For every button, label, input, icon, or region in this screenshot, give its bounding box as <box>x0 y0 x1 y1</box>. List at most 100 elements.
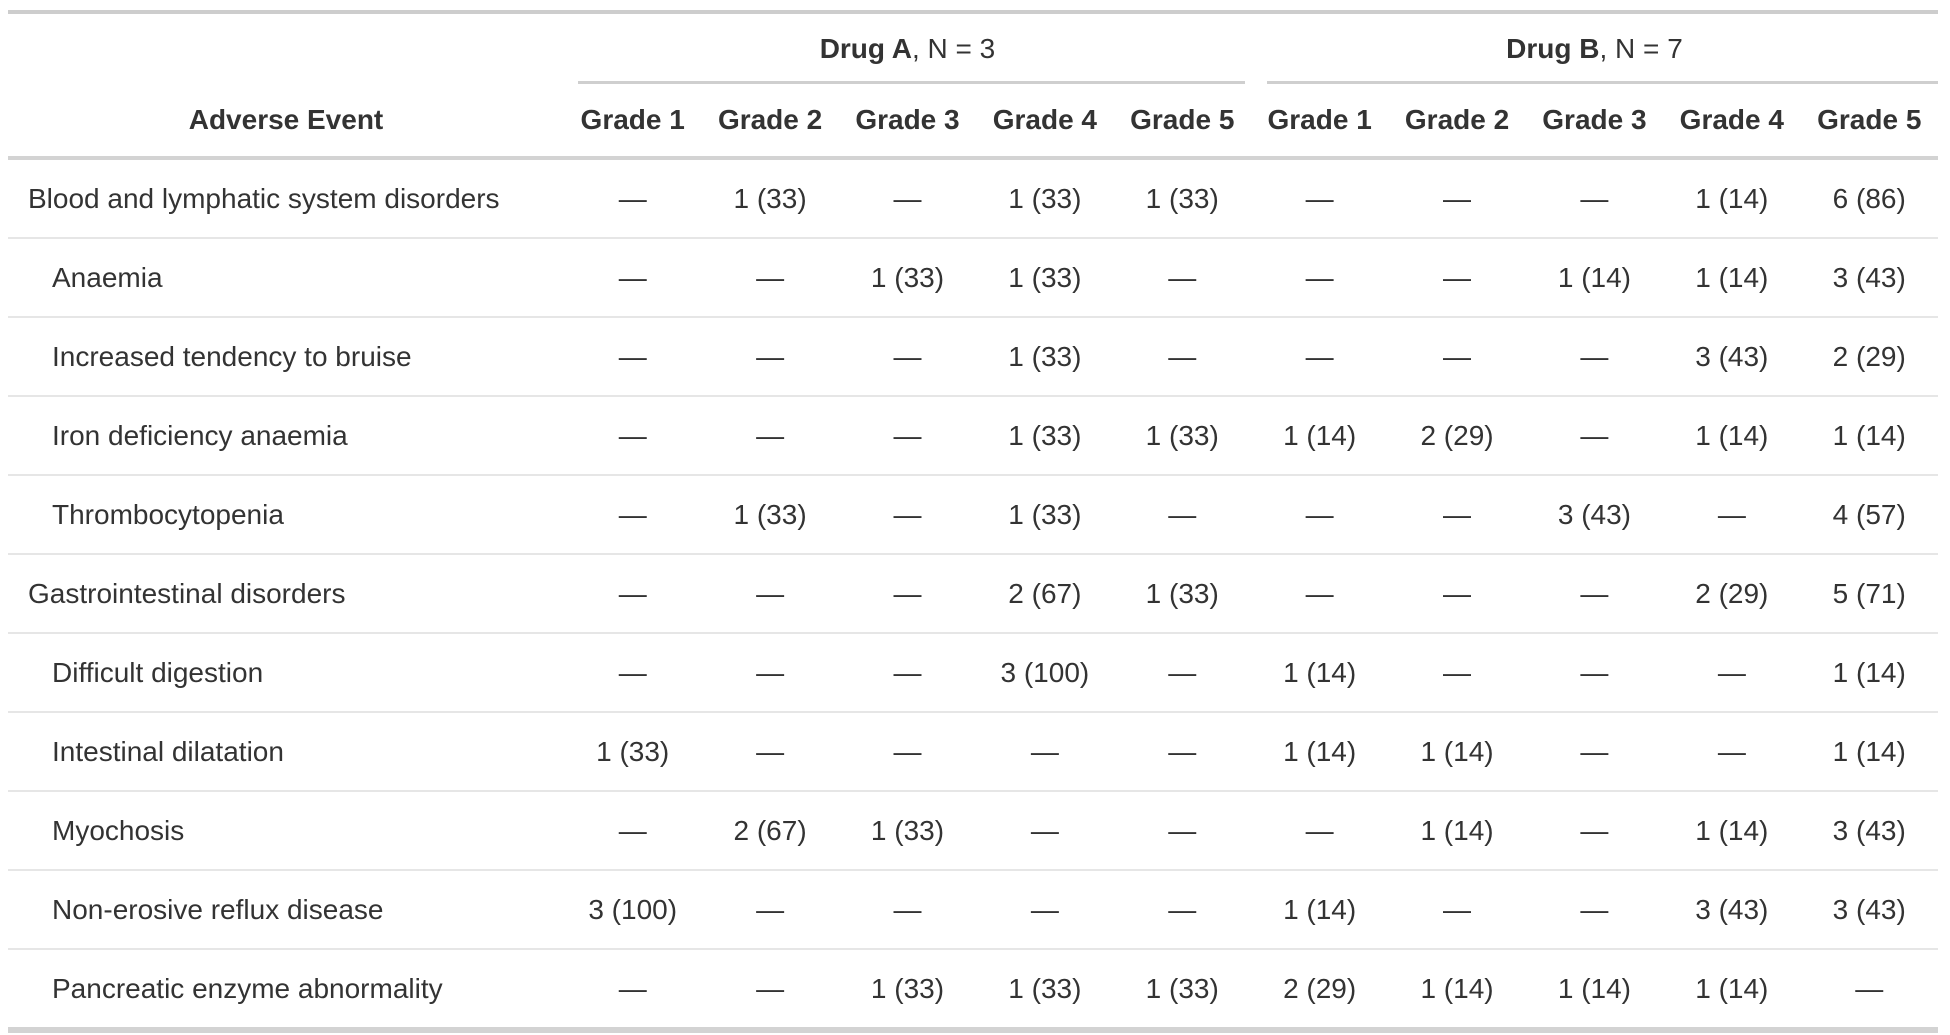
cell-drug-a-grade-2: — <box>701 553 839 633</box>
drug-a-spanner-underline <box>578 81 1245 84</box>
drug-b-grade-4-header: Grade 4 <box>1663 84 1801 160</box>
cell-drug-b-grade-1: — <box>1250 790 1389 870</box>
table-header: Drug A, N = 3 Drug B, N = 7 Adverse Even… <box>8 12 1938 160</box>
drug-b-label: Drug B <box>1506 33 1600 64</box>
cell-drug-a-grade-5: 1 (33) <box>1113 395 1251 475</box>
cell-drug-a-grade-1: — <box>564 395 702 475</box>
cell-drug-b-grade-5: 6 (86) <box>1832 182 1906 214</box>
cell-drug-b-grade-5: 3 (43) <box>1800 869 1938 949</box>
cell-drug-a-grade-1: — <box>564 632 702 712</box>
cell-drug-b-grade-3: — <box>1525 553 1664 633</box>
cell-drug-a-grade-4: 3 (100) <box>976 632 1114 712</box>
cell-drug-a-grade-2: 1 (33) <box>701 474 839 554</box>
cell-drug-a-grade-5: — <box>1113 237 1251 317</box>
cell-drug-b-grade-4: 1 (14) <box>1663 395 1801 475</box>
cell-drug-b-grade-1: 1 (14) <box>1250 711 1389 791</box>
cell-drug-b-grade-3: — <box>1525 316 1664 396</box>
cell-drug-b-grade-3: — <box>1525 869 1664 949</box>
cell-drug-a-grade-5: — <box>1113 711 1251 791</box>
spanner-spacer <box>8 12 564 84</box>
cell-drug-b-grade-2: 1 (14) <box>1388 711 1526 791</box>
cell-drug-b-grade-1: 1 (14) <box>1250 395 1389 475</box>
row-label: Increased tendency to bruise <box>8 316 564 396</box>
cell-drug-b-grade-2: — <box>1388 237 1526 317</box>
cell-drug-b-grade-5: — <box>1800 948 1938 1030</box>
cell-drug-b-grade-5: 5 (71) <box>1800 553 1938 633</box>
cell-drug-b-grade-1: — <box>1250 316 1389 396</box>
table-row: Iron deficiency anaemia — — — 1 (33) 1 (… <box>8 395 1938 475</box>
cell-drug-a-grade-4: 1 (33) <box>976 395 1114 475</box>
cell-drug-a-grade-3: 1 (33) <box>838 790 977 870</box>
cell-drug-a-grade-3: 1 (33) <box>838 237 977 317</box>
row-label: Difficult digestion <box>8 632 564 712</box>
drug-a-grade-3-header: Grade 3 <box>838 84 977 160</box>
cell-drug-a-grade-4: 1 (33) <box>976 948 1114 1030</box>
cell-drug-a-grade-2: — <box>701 711 839 791</box>
cell-drug-a-grade-4: 1 (33) <box>976 237 1114 317</box>
cell-drug-a-grade-1: — <box>618 182 647 214</box>
table-row: Blood and lymphatic system disorders — 1… <box>8 158 1938 238</box>
cell-drug-b-grade-4: 1 (14) <box>1663 237 1801 317</box>
cell-drug-a-grade-5: — <box>1113 474 1251 554</box>
table-body: Blood and lymphatic system disorders — 1… <box>8 158 1938 1030</box>
cell-drug-a-grade-4: 1 (33) <box>976 474 1114 554</box>
row-label: Blood and lymphatic system disorders <box>28 182 500 214</box>
table-row: Thrombocytopenia — 1 (33) — 1 (33) — — —… <box>8 474 1938 554</box>
cell-drug-a-grade-4: 2 (67) <box>976 553 1114 633</box>
cell-drug-b-grade-4: — <box>1663 711 1801 791</box>
cell-drug-b-grade-2: — <box>1443 182 1472 214</box>
drug-a-grade-5-header: Grade 5 <box>1113 84 1251 160</box>
cell-drug-a-grade-3: — <box>838 395 977 475</box>
spanner-row: Drug A, N = 3 Drug B, N = 7 <box>8 12 1938 84</box>
cell-drug-b-grade-1: 2 (29) <box>1250 948 1389 1030</box>
cell-drug-b-grade-5: 2 (29) <box>1800 316 1938 396</box>
cell-drug-a-grade-5: — <box>1113 869 1251 949</box>
cell-drug-a-grade-3: — <box>838 869 977 949</box>
drug-a-spanner: Drug A, N = 3 <box>564 12 1251 84</box>
cell-drug-b-grade-2: — <box>1388 553 1526 633</box>
cell-drug-b-grade-2: 2 (29) <box>1388 395 1526 475</box>
table-row: Anaemia — — 1 (33) 1 (33) — — — 1 (14) 1… <box>8 237 1938 317</box>
cell-drug-a-grade-1: — <box>564 474 702 554</box>
cell-drug-b-grade-1: — <box>1305 182 1334 214</box>
cell-drug-b-grade-1: 1 (14) <box>1250 632 1389 712</box>
row-label: Myochosis <box>8 790 564 870</box>
cell-drug-b-grade-5: 1 (14) <box>1800 632 1938 712</box>
cell-drug-b-grade-5: 3 (43) <box>1800 237 1938 317</box>
table-row: Increased tendency to bruise — — — 1 (33… <box>8 316 1938 396</box>
cell-drug-a-grade-4: — <box>976 711 1114 791</box>
drug-a-label: Drug A <box>819 33 912 64</box>
cell-drug-a-grade-5: — <box>1113 316 1251 396</box>
row-label: Pancreatic enzyme abnormality <box>8 948 564 1030</box>
cell-drug-b-grade-5: 1 (14) <box>1800 395 1938 475</box>
cell-drug-a-grade-3: — <box>838 711 977 791</box>
cell-drug-b-grade-1: — <box>1250 237 1389 317</box>
cell-drug-b-grade-2: 1 (14) <box>1388 790 1526 870</box>
cell-drug-b-grade-3: 3 (43) <box>1525 474 1664 554</box>
cell-drug-b-grade-5: 3 (43) <box>1800 790 1938 870</box>
drug-a-grade-1-header: Grade 1 <box>564 84 702 160</box>
cell-drug-a-grade-3: — <box>838 632 977 712</box>
cell-drug-b-grade-3: — <box>1580 182 1609 214</box>
cell-drug-a-grade-1: — <box>564 948 702 1030</box>
row-label: Anaemia <box>8 237 564 317</box>
table-row: Myochosis — 2 (67) 1 (33) — — — 1 (14) —… <box>8 790 1938 870</box>
cell-drug-a-grade-2: — <box>701 316 839 396</box>
adverse-event-column-header: Adverse Event <box>8 84 564 160</box>
cell-drug-a-grade-4: 1 (33) <box>976 316 1114 396</box>
table-row: Non-erosive reflux disease 3 (100) — — —… <box>8 869 1938 949</box>
drug-b-grade-3-header: Grade 3 <box>1525 84 1664 160</box>
cell-drug-a-grade-5: — <box>1113 632 1251 712</box>
cell-drug-a-grade-2: 1 (33) <box>733 182 807 214</box>
cell-drug-a-grade-3: — <box>838 553 977 633</box>
cell-drug-b-grade-2: 1 (14) <box>1388 948 1526 1030</box>
cell-drug-a-grade-4: — <box>976 790 1114 870</box>
cell-drug-a-grade-3: — <box>893 182 922 214</box>
cell-drug-b-grade-3: — <box>1525 790 1664 870</box>
drug-b-grade-5-header: Grade 5 <box>1800 84 1938 160</box>
table-row: Intestinal dilatation 1 (33) — — — — 1 (… <box>8 711 1938 791</box>
cell-drug-a-grade-1: — <box>564 790 702 870</box>
cell-drug-b-grade-3: — <box>1525 711 1664 791</box>
cell-drug-b-grade-4: 1 (14) <box>1663 790 1801 870</box>
cell-drug-b-grade-2: — <box>1388 869 1526 949</box>
